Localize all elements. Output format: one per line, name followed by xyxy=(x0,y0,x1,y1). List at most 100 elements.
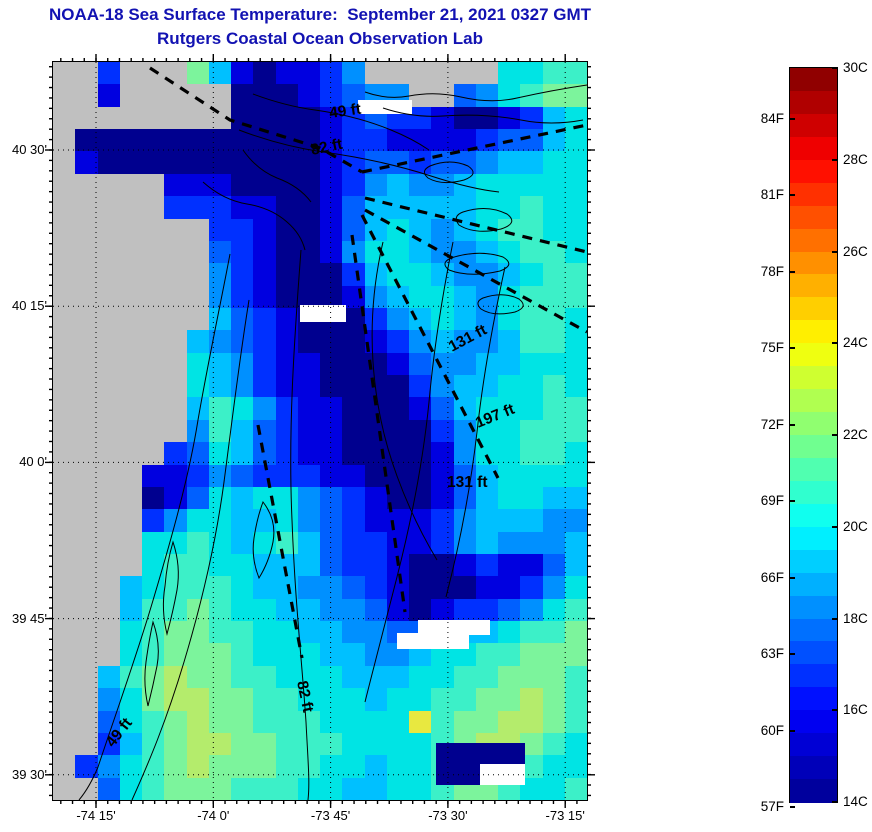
sst-cell xyxy=(97,576,121,600)
sst-cell xyxy=(253,196,277,220)
sst-cell xyxy=(342,62,366,85)
sst-cell xyxy=(164,531,188,555)
sst-cell xyxy=(475,710,499,734)
sst-cell xyxy=(386,129,410,153)
sst-cell xyxy=(342,688,366,712)
sst-cell xyxy=(186,665,210,689)
sst-cell xyxy=(520,196,544,220)
sst-cell xyxy=(275,710,299,734)
sst-cell xyxy=(231,755,254,779)
sst-cell xyxy=(475,240,499,264)
sst-cell xyxy=(409,486,432,510)
sst-cell xyxy=(409,509,432,533)
sst-cell xyxy=(386,665,410,689)
sst-cell xyxy=(164,62,188,85)
sst-cell xyxy=(97,688,121,712)
colorbar-band xyxy=(790,526,837,551)
sst-cell xyxy=(231,218,254,242)
sst-cell xyxy=(564,531,587,555)
sst-cell xyxy=(186,263,210,287)
sst-cell xyxy=(498,688,521,712)
sst-cell xyxy=(119,263,143,287)
sst-cell xyxy=(364,352,388,376)
sst-cell xyxy=(431,598,455,622)
sst-cell xyxy=(453,598,477,622)
sst-cell xyxy=(142,464,165,488)
colorbar-tick xyxy=(790,423,795,426)
sst-cell xyxy=(564,196,587,220)
sst-cell xyxy=(364,509,388,533)
sst-cell xyxy=(275,352,299,376)
sst-cell xyxy=(542,308,566,331)
sst-cell xyxy=(97,598,121,622)
sst-cell xyxy=(142,576,165,600)
colorbar-band xyxy=(790,297,837,321)
sst-cell xyxy=(208,330,232,354)
sst-cell xyxy=(520,688,544,712)
sst-cell xyxy=(297,509,321,533)
colorbar-tick xyxy=(790,729,795,732)
sst-cell xyxy=(386,643,410,667)
figure-subtitle: Rutgers Coastal Ocean Observation Lab xyxy=(157,29,483,48)
sst-cell xyxy=(53,442,76,466)
sst-cell xyxy=(342,285,366,309)
sst-cell xyxy=(386,397,410,421)
sst-cell xyxy=(164,285,188,309)
sst-cell xyxy=(431,330,455,354)
sst-cell xyxy=(564,375,587,399)
sst-cell xyxy=(386,755,410,779)
sst-cell xyxy=(208,486,232,510)
sst-cell xyxy=(498,576,521,600)
sst-cell xyxy=(142,688,165,712)
sst-cell xyxy=(275,375,299,399)
sst-cell xyxy=(253,263,277,287)
sst-cell xyxy=(275,464,299,488)
sst-cell xyxy=(231,486,254,510)
sst-cell xyxy=(320,732,343,756)
sst-cell xyxy=(297,710,321,734)
sst-cell xyxy=(342,196,366,220)
sst-cell xyxy=(275,509,299,533)
colorbar-band xyxy=(790,366,837,390)
sst-cell xyxy=(431,218,455,242)
sst-cell xyxy=(498,263,521,287)
sst-cell xyxy=(97,308,121,331)
sst-cell xyxy=(409,531,432,555)
sst-cell xyxy=(275,665,299,689)
sst-cell xyxy=(542,375,566,399)
sst-cell xyxy=(164,263,188,287)
sst-cell xyxy=(520,710,544,734)
sst-cell xyxy=(364,397,388,421)
sst-cell xyxy=(275,84,299,108)
colorbar-celsius-label: 14C xyxy=(843,794,868,809)
sst-cell xyxy=(409,442,432,466)
sst-cell xyxy=(97,330,121,354)
sst-cell xyxy=(320,621,343,645)
sst-cell xyxy=(475,62,499,85)
sst-cell xyxy=(75,464,99,488)
sst-cell xyxy=(297,151,321,175)
sst-cell xyxy=(253,643,277,667)
sst-cell xyxy=(320,129,343,153)
sst-cell xyxy=(498,196,521,220)
sst-cell xyxy=(342,240,366,264)
sst-cell xyxy=(498,509,521,533)
sst-cell xyxy=(142,151,165,175)
sst-cell xyxy=(342,442,366,466)
sst-cell xyxy=(520,330,544,354)
sst-cell xyxy=(564,554,587,577)
sst-cell xyxy=(364,84,388,108)
sst-cell xyxy=(164,777,188,800)
sst-cell xyxy=(409,240,432,264)
sst-cell xyxy=(142,486,165,510)
sst-cell xyxy=(297,397,321,421)
sst-cell xyxy=(53,106,76,130)
sst-cell xyxy=(164,576,188,600)
sst-cell xyxy=(186,330,210,354)
sst-cell xyxy=(409,554,432,577)
sst-cell xyxy=(386,531,410,555)
sst-cell xyxy=(275,621,299,645)
sst-cell xyxy=(431,710,455,734)
sst-cell xyxy=(275,196,299,220)
sst-cell xyxy=(564,621,587,645)
